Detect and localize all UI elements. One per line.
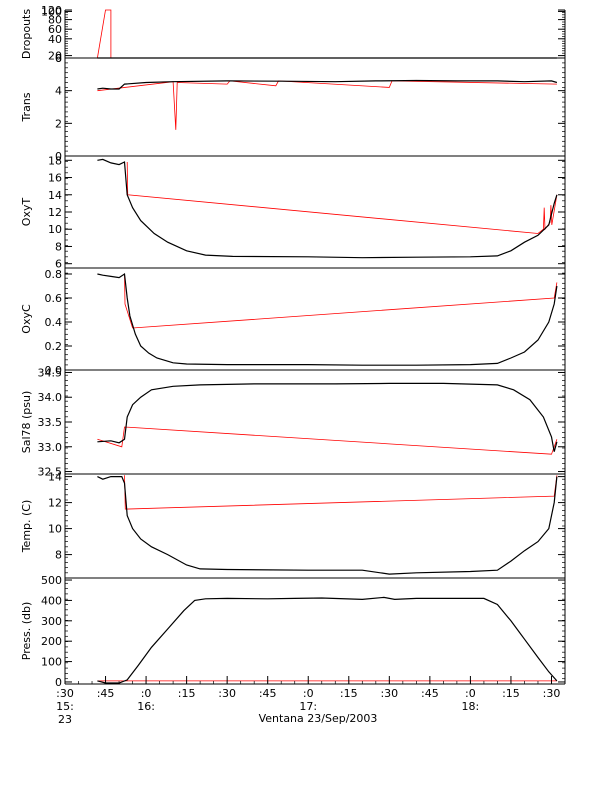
y-tick-label: 0.6 <box>45 292 63 305</box>
y-tick-label: 300 <box>41 615 62 628</box>
y-tick-label: 2 <box>55 117 62 130</box>
y-tick-label: 200 <box>41 635 62 648</box>
y-axis-label-temp: Temp. (C) <box>20 500 33 554</box>
y-tick-label: 14 <box>48 471 62 484</box>
series-raw-trans <box>97 80 557 130</box>
x-tick-label: :30 <box>218 687 236 700</box>
x-tick-label: :30 <box>380 687 398 700</box>
y-tick-label: 80 <box>48 14 62 27</box>
x-tick-label: :45 <box>259 687 277 700</box>
series-raw-oxyc <box>124 273 558 329</box>
panel-temp: 8 10 12 14 Temp. (C) <box>20 471 566 579</box>
x-tick-label: :15 <box>178 687 196 700</box>
x-tick-label-hour: 16: <box>137 700 155 713</box>
series-raw-oxyt <box>126 161 558 234</box>
x-tick-label-hour: 18: <box>462 700 480 713</box>
y-tick-label: 12 <box>48 497 62 510</box>
panel-pressure: 0 100 200 300 400 500 Press. (db) <box>20 574 566 689</box>
y-tick-label: 500 <box>41 574 62 587</box>
y-tick-label: 33.5 <box>38 416 63 429</box>
x-tick-label-day: 23 <box>58 713 72 726</box>
x-tick-label: :45 <box>97 687 115 700</box>
series-smoothed-oxyc <box>97 272 558 366</box>
x-tick-label-hour: 15: <box>56 700 74 713</box>
y-tick-label: 0.4 <box>45 316 63 329</box>
y-tick-label: 0 <box>55 676 62 689</box>
series-smoothed-temp <box>97 476 558 575</box>
series-smoothed-salinity <box>97 382 558 452</box>
y-tick-label: 4 <box>55 85 62 98</box>
panel-salinity: 32.5 33.0 33.5 34.0 34.5 Sal78 (psu) <box>20 366 566 479</box>
y-tick-label: 10 <box>48 523 62 536</box>
x-tick-label: :0 <box>141 687 152 700</box>
panels: 020406080100120Dropouts0246Trans68101214… <box>20 4 566 689</box>
y-axis-label-pressure: Press. (db) <box>20 602 33 661</box>
series-raw-dropouts <box>97 9 557 59</box>
y-tick-label: 14 <box>48 189 62 202</box>
y-tick-label: 33.0 <box>38 441 63 454</box>
x-tick-label-hour: 17: <box>299 700 317 713</box>
y-axis-label-dropouts: Dropouts <box>20 9 33 59</box>
x-axis: :3015:23:45:016::15:30:45:017::15:30:45:… <box>56 676 566 726</box>
series-raw-salinity <box>97 426 558 455</box>
y-tick-label: 400 <box>41 594 62 607</box>
panel-oxyt: 6 8 10 12 14 16 18 OxyT <box>20 154 566 271</box>
y-axis-label-oxyt: OxyT <box>20 198 33 227</box>
y-tick-label: 0.8 <box>45 268 63 281</box>
x-tick-label: :15 <box>502 687 520 700</box>
y-tick-label: 34.0 <box>38 391 63 404</box>
y-tick-label: 0 <box>55 52 62 65</box>
y-tick-label: 8 <box>55 240 62 253</box>
y-tick-label: 12 <box>48 206 62 219</box>
y-tick-label: 0.0 <box>45 364 63 377</box>
y-tick-label: 20 <box>48 50 62 63</box>
y-axis-label-oxyc: OxyC <box>20 304 33 334</box>
x-tick-label: :45 <box>421 687 439 700</box>
y-tick-label: 0.2 <box>45 340 63 353</box>
x-tick-label: :0 <box>465 687 476 700</box>
y-axis-label-salinity: Sal78 (psu) <box>20 391 33 454</box>
y-tick-label: 18 <box>48 154 62 167</box>
x-axis-footer: Ventana 23/Sep/2003 <box>259 712 378 725</box>
series-smoothed-pressure <box>97 596 558 684</box>
x-tick-label: :30 <box>543 687 561 700</box>
y-tick-label: 8 <box>55 549 62 562</box>
y-tick-label: 32.5 <box>38 466 63 479</box>
x-tick-label: :30 <box>56 687 74 700</box>
y-tick-label: 6 <box>55 258 62 271</box>
y-tick-label: 6 <box>55 52 62 65</box>
y-tick-label: 10 <box>48 223 62 236</box>
y-tick-label: 16 <box>48 172 62 185</box>
x-tick-label: :0 <box>303 687 314 700</box>
y-axis-label-trans: Trans <box>20 92 33 122</box>
y-tick-label: 120 <box>41 4 62 17</box>
y-tick-label: 60 <box>48 23 62 36</box>
series-smoothed-oxyt <box>97 158 558 259</box>
x-tick-label: :15 <box>340 687 358 700</box>
series-raw-temp <box>124 475 558 510</box>
panel-oxyc: 0.0 0.2 0.4 0.6 0.8 OxyC <box>20 267 566 377</box>
panel-trans: 0 2 4 6 Trans <box>20 52 566 163</box>
y-tick-label: 40 <box>48 33 62 46</box>
series-smoothed-trans <box>97 79 558 90</box>
y-tick-label: 34.5 <box>38 366 63 379</box>
y-tick-label: 100 <box>41 656 62 669</box>
y-tick-label: 100 <box>41 5 62 18</box>
y-tick-label: 0 <box>55 150 62 163</box>
